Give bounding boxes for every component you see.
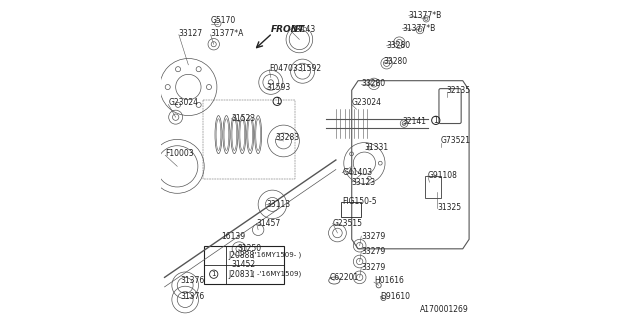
Bar (425, 176, 440, 198)
Text: 31523: 31523 (231, 114, 255, 123)
Text: 1: 1 (275, 97, 280, 106)
Text: 31250: 31250 (237, 244, 262, 253)
Text: 1: 1 (433, 116, 438, 125)
Text: A170001269: A170001269 (420, 305, 469, 314)
Text: G73521: G73521 (440, 136, 470, 146)
Text: 31377*B: 31377*B (403, 24, 436, 33)
Text: FRONT: FRONT (271, 25, 305, 35)
Text: 33143: 33143 (291, 25, 316, 35)
Bar (204, 246, 284, 284)
Text: 33279: 33279 (361, 263, 385, 272)
Text: 31376: 31376 (180, 292, 205, 301)
Text: 1: 1 (211, 271, 216, 277)
Text: 31377*A: 31377*A (211, 28, 244, 38)
Text: FIG150-5: FIG150-5 (342, 197, 377, 206)
Text: 31457: 31457 (257, 219, 281, 228)
Text: F10003: F10003 (165, 149, 194, 158)
Text: 33123: 33123 (352, 178, 376, 187)
Text: C62201: C62201 (330, 273, 359, 282)
Text: G41403: G41403 (342, 168, 372, 177)
Text: G91108: G91108 (428, 172, 458, 180)
Text: 33280: 33280 (383, 57, 408, 66)
Text: G23515: G23515 (333, 219, 363, 228)
Text: 33279: 33279 (361, 247, 385, 257)
Text: 32141: 32141 (403, 117, 426, 126)
Text: G5170: G5170 (211, 16, 236, 25)
Text: 31376: 31376 (180, 276, 205, 285)
Text: 16139: 16139 (221, 232, 246, 241)
Text: ( -'16MY1509): ( -'16MY1509) (252, 271, 301, 277)
Bar (340, 202, 361, 217)
Text: 31593: 31593 (266, 83, 291, 92)
Text: D91610: D91610 (380, 292, 410, 301)
Text: 33280: 33280 (361, 79, 385, 88)
Text: 31325: 31325 (437, 203, 461, 212)
Text: J20888: J20888 (228, 251, 254, 260)
Text: J20831: J20831 (228, 270, 254, 279)
Text: ('16MY1509- ): ('16MY1509- ) (252, 252, 301, 259)
Text: 33279: 33279 (361, 232, 385, 241)
Text: 32135: 32135 (447, 86, 471, 95)
Text: 31452: 31452 (231, 260, 255, 269)
Text: 31377*B: 31377*B (409, 11, 442, 20)
Text: G23024: G23024 (352, 99, 381, 108)
Text: 31592: 31592 (298, 63, 322, 73)
Text: 31331: 31331 (364, 143, 388, 152)
Text: 33127: 33127 (179, 28, 203, 38)
Text: G23024: G23024 (168, 99, 198, 108)
Text: 33280: 33280 (387, 41, 411, 50)
Text: 33283: 33283 (276, 133, 300, 142)
Text: H01616: H01616 (374, 276, 404, 285)
Text: 33113: 33113 (266, 200, 290, 209)
Text: F04703: F04703 (269, 63, 298, 73)
